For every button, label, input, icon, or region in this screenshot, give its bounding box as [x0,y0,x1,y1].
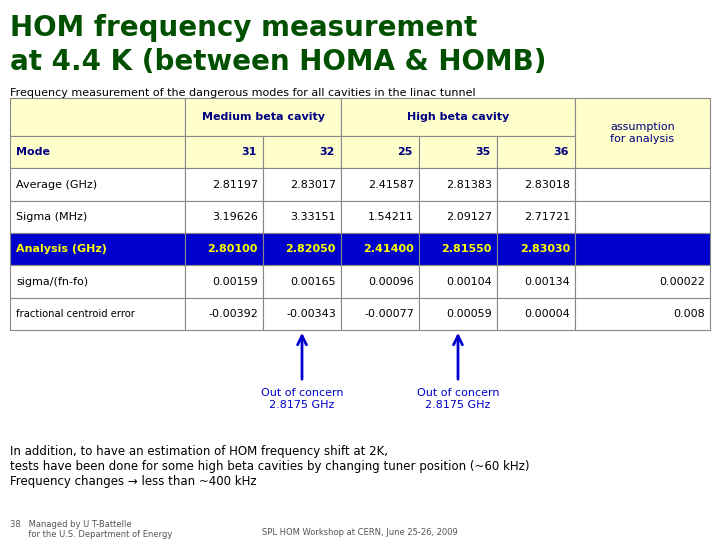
Bar [185,168,263,201]
Bar [185,298,263,330]
Text: Analysis (GHz): Analysis (GHz) [16,244,107,254]
Bar [185,98,341,136]
Text: 2.41400: 2.41400 [364,244,414,254]
Bar [341,265,419,298]
Bar [10,136,185,168]
Text: 36: 36 [554,147,569,157]
Text: In addition, to have an estimation of HOM frequency shift at 2K,: In addition, to have an estimation of HO… [10,445,388,458]
Text: -0.00392: -0.00392 [208,309,258,319]
Bar [263,136,341,168]
Text: 2.41587: 2.41587 [368,180,414,190]
Text: Medium beta cavity: Medium beta cavity [202,112,325,122]
Bar [185,136,263,168]
Bar [263,265,341,298]
Bar [575,233,710,265]
Bar [497,298,575,330]
Bar [185,265,263,298]
Text: 0.00096: 0.00096 [368,276,414,287]
Text: 0.00022: 0.00022 [659,276,705,287]
Bar [185,201,263,233]
Text: 2.71721: 2.71721 [524,212,570,222]
Bar [263,168,341,201]
Bar [419,298,497,330]
Bar [575,201,710,233]
Text: assumption
for analysis: assumption for analysis [610,123,675,144]
Text: 2.09127: 2.09127 [446,212,492,222]
Text: 2.81383: 2.81383 [446,180,492,190]
Text: SPL HOM Workshop at CERN, June 25-26, 2009: SPL HOM Workshop at CERN, June 25-26, 20… [262,528,458,537]
Text: 32: 32 [320,147,335,157]
Bar [419,136,497,168]
Bar [575,298,710,330]
Text: sigma/(fn-fo): sigma/(fn-fo) [16,276,88,287]
Bar [341,136,419,168]
Bar [497,233,575,265]
Bar [575,265,710,298]
Bar [185,233,263,265]
Bar [419,265,497,298]
Text: 0.008: 0.008 [673,309,705,319]
Text: Frequency changes → less than ~400 kHz: Frequency changes → less than ~400 kHz [10,475,256,488]
Text: 0.00104: 0.00104 [446,276,492,287]
Text: Sigma (MHz): Sigma (MHz) [16,212,87,222]
Bar [263,201,341,233]
Text: Out of concern
2.8175 GHz: Out of concern 2.8175 GHz [417,388,499,410]
Bar [341,233,419,265]
Text: 2.81197: 2.81197 [212,180,258,190]
Text: 2.82050: 2.82050 [286,244,336,254]
Bar [419,233,497,265]
Bar [575,168,710,201]
Bar [10,233,185,265]
Bar [10,201,185,233]
Bar [419,201,497,233]
Text: 25: 25 [397,147,413,157]
Text: 2.80100: 2.80100 [207,244,258,254]
Text: 38   Managed by U T-Battelle: 38 Managed by U T-Battelle [10,520,132,529]
Bar [497,136,575,168]
Bar [341,168,419,201]
Text: 0.00004: 0.00004 [524,309,570,319]
Text: Average (GHz): Average (GHz) [16,180,97,190]
Text: 2.83030: 2.83030 [520,244,570,254]
Text: tests have been done for some high beta cavities by changing tuner position (~60: tests have been done for some high beta … [10,460,529,473]
Text: High beta cavity: High beta cavity [407,112,509,122]
Text: 3.19626: 3.19626 [212,212,258,222]
Bar [497,265,575,298]
Text: 0.00159: 0.00159 [212,276,258,287]
Bar [341,98,575,136]
Text: Out of concern
2.8175 GHz: Out of concern 2.8175 GHz [261,388,343,410]
Text: 0.00134: 0.00134 [524,276,570,287]
Bar [10,98,185,136]
Bar [497,168,575,201]
Text: HOM frequency measurement: HOM frequency measurement [10,14,477,42]
Text: fractional centroid error: fractional centroid error [16,309,135,319]
Bar [497,201,575,233]
Text: Frequency measurement of the dangerous modes for all cavities in the linac tunne: Frequency measurement of the dangerous m… [10,88,476,98]
Text: 35: 35 [476,147,491,157]
Bar [263,298,341,330]
Bar [10,168,185,201]
Bar [341,298,419,330]
Text: 3.33151: 3.33151 [290,212,336,222]
Bar [10,298,185,330]
Text: 1.54211: 1.54211 [368,212,414,222]
Bar [10,265,185,298]
Bar [263,233,341,265]
Text: -0.00343: -0.00343 [287,309,336,319]
Text: Mode: Mode [16,147,50,157]
Text: for the U.S. Department of Energy: for the U.S. Department of Energy [10,530,172,539]
Text: 31: 31 [242,147,257,157]
Text: 2.83018: 2.83018 [524,180,570,190]
Text: 0.00165: 0.00165 [290,276,336,287]
Text: -0.00077: -0.00077 [364,309,414,319]
Text: 2.83017: 2.83017 [290,180,336,190]
Bar [575,98,710,168]
Bar [341,201,419,233]
Bar [419,168,497,201]
Text: 0.00059: 0.00059 [446,309,492,319]
Text: at 4.4 K (between HOMA & HOMB): at 4.4 K (between HOMA & HOMB) [10,48,546,76]
Text: 2.81550: 2.81550 [441,244,492,254]
